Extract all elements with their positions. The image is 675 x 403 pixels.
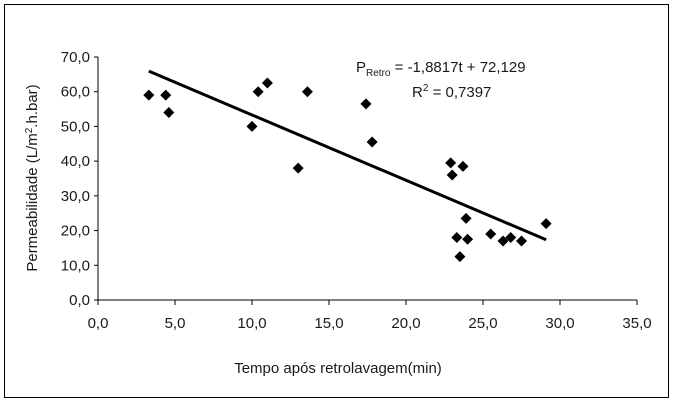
axes	[97, 57, 637, 301]
x-tick-label: 35,0	[622, 315, 651, 332]
x-tick-label: 15,0	[314, 315, 343, 332]
ticks: 0,0 10,0 20,0 30,0 40,0 50,0 60,0 70,0 0,0 5,0 10,…	[61, 49, 652, 332]
data-point	[505, 232, 517, 244]
data-point	[451, 232, 463, 244]
data-points	[143, 77, 552, 263]
data-point	[360, 98, 372, 110]
data-point	[301, 86, 313, 98]
x-tick-label: 30,0	[545, 315, 574, 332]
y-tick-label: 30,0	[61, 188, 90, 205]
y-tick-label: 10,0	[61, 257, 90, 274]
data-point	[540, 218, 552, 230]
data-point	[143, 89, 155, 101]
data-point	[446, 169, 458, 181]
y-tick-label: 20,0	[61, 223, 90, 240]
y-tick-label: 0,0	[69, 292, 90, 309]
data-point	[457, 160, 469, 172]
data-point	[462, 233, 474, 245]
data-point	[246, 120, 258, 132]
data-point	[261, 77, 273, 89]
data-point	[485, 228, 497, 240]
data-point	[445, 157, 457, 169]
data-point	[160, 89, 172, 101]
data-point	[292, 162, 304, 174]
y-tick-label: 70,0	[61, 49, 90, 66]
y-tick-label: 40,0	[61, 153, 90, 170]
x-axis-title: Tempo após retrolavagem(min)	[234, 360, 442, 377]
trend-equation: PRetro = -1,8817t + 72,129	[356, 59, 526, 79]
data-point	[163, 107, 175, 119]
r-squared: R2 = 0,7397	[412, 83, 491, 101]
trendline	[148, 69, 547, 242]
x-tick-label: 20,0	[391, 315, 420, 332]
data-point	[516, 235, 527, 247]
data-point	[252, 86, 264, 98]
y-tick-label: 60,0	[61, 84, 90, 101]
x-tick-label: 5,0	[165, 315, 186, 332]
data-point	[497, 235, 509, 247]
x-tick-label: 10,0	[237, 315, 266, 332]
y-tick-label: 50,0	[61, 118, 90, 135]
data-point	[366, 136, 378, 148]
chart-frame	[4, 4, 669, 398]
data-point	[460, 212, 472, 224]
x-tick-label: 0,0	[88, 315, 109, 332]
x-tick-label: 25,0	[468, 315, 497, 332]
y-axis-title: Permeabilidade (L/m2.h.bar)	[24, 84, 41, 271]
data-point	[454, 251, 466, 263]
